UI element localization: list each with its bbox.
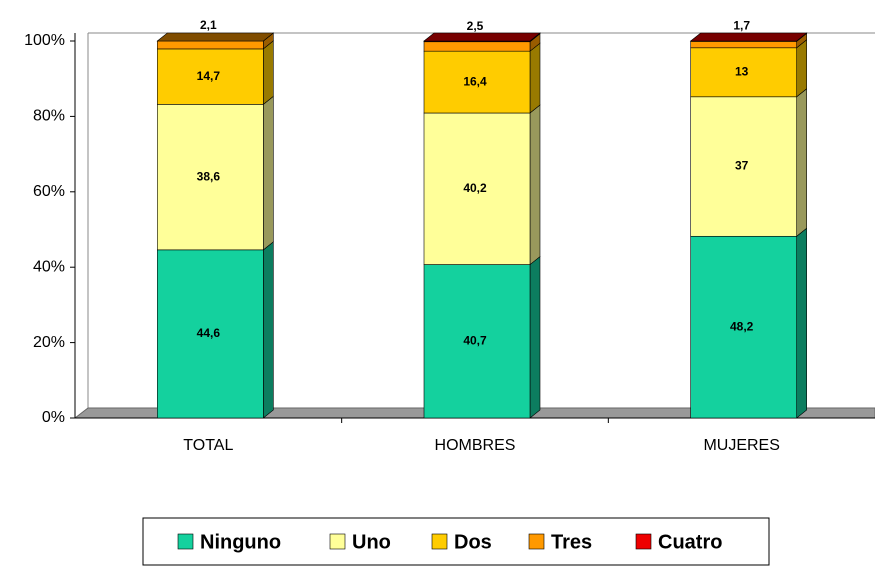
bar-side xyxy=(529,104,541,266)
legend-label: Dos xyxy=(454,531,492,553)
bar-side xyxy=(529,255,541,419)
bar-segment xyxy=(157,104,264,251)
bar-side xyxy=(263,95,274,251)
legend-swatch xyxy=(528,533,545,550)
value-label: 14,7 xyxy=(197,69,221,83)
bar-segment xyxy=(423,50,531,114)
bar-segment xyxy=(690,41,797,49)
value-label: 40,7 xyxy=(463,333,487,347)
y-tick-label: 100% xyxy=(24,32,65,49)
legend-label: Uno xyxy=(352,531,391,553)
y-tick-label: 80% xyxy=(33,108,65,125)
bar-side xyxy=(263,40,274,105)
legend-swatch xyxy=(635,533,652,550)
bar-segment xyxy=(157,48,264,105)
bar-side xyxy=(263,241,274,419)
y-tick-label: 20% xyxy=(33,334,65,351)
bar-top xyxy=(423,32,541,42)
value-label: 1,7 xyxy=(733,19,750,33)
bar-segment xyxy=(157,249,264,419)
value-label: 16,4 xyxy=(463,74,487,88)
legend-swatch xyxy=(329,533,346,550)
bar-side xyxy=(796,227,807,419)
value-label: 48,2 xyxy=(730,319,754,333)
bar-segment xyxy=(690,96,797,237)
bar-side xyxy=(529,42,541,114)
y-tick-label: 60% xyxy=(33,183,65,200)
legend-label: Tres xyxy=(551,531,592,553)
x-tick-label: TOTAL xyxy=(183,437,233,454)
bar-segment xyxy=(157,40,264,50)
value-label: 2,5 xyxy=(467,19,484,33)
legend-box xyxy=(142,517,770,566)
bar-segment xyxy=(423,112,531,265)
bar-segment xyxy=(423,264,531,419)
bar-top xyxy=(156,32,275,42)
x-tick-label: MUJERES xyxy=(703,437,779,454)
value-label: 2,1 xyxy=(200,18,217,32)
legend-label: Cuatro xyxy=(658,531,722,553)
bar-segment xyxy=(690,235,797,419)
value-label: 40,2 xyxy=(463,181,487,195)
legend-label: Ninguno xyxy=(200,531,281,553)
y-tick-label: 0% xyxy=(42,409,65,426)
bar-side xyxy=(796,88,807,237)
y-tick-label: 40% xyxy=(33,258,65,275)
bar-top xyxy=(689,32,808,42)
value-label: 38,6 xyxy=(197,169,221,183)
bar-side xyxy=(796,39,807,98)
x-tick-label: HOMBRES xyxy=(435,437,516,454)
value-label: 37 xyxy=(735,159,749,173)
value-label: 13 xyxy=(735,64,749,78)
value-label: 44,6 xyxy=(197,326,221,340)
bar-segment xyxy=(690,47,797,98)
legend-swatch xyxy=(177,533,194,550)
bar-segment xyxy=(423,41,531,52)
legend-swatch xyxy=(431,533,448,550)
